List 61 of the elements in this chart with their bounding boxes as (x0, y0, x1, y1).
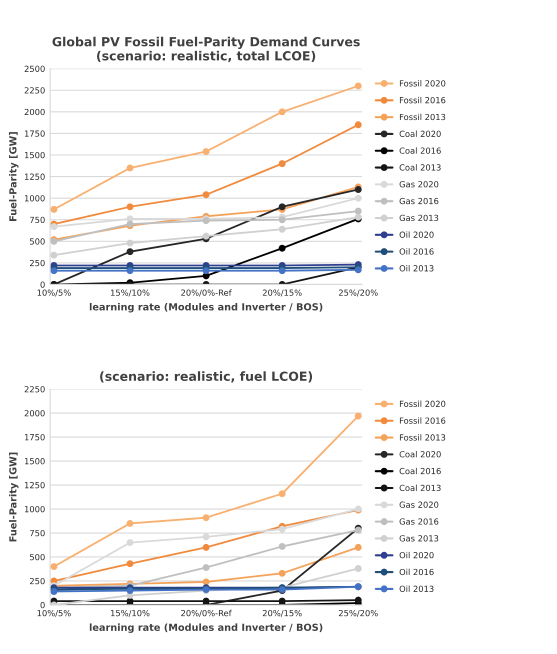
y-tick-label: 0 (40, 602, 45, 608)
legend-label: Gas 2016 (400, 198, 438, 204)
legend-label: Fossil 2013 (400, 114, 446, 120)
y-tick-label: 500 (30, 554, 45, 560)
x-tick-label: 20%/15% (262, 290, 302, 296)
legend-label: Gas 2020 (400, 502, 438, 508)
legend-label: Gas 2013 (400, 535, 438, 542)
legend-label: Fossil 2016 (400, 96, 446, 104)
chart-title: (scenario: realistic, fuel LCOE) (100, 371, 312, 383)
chart-title: Global PV Fossil Fuel-Parity Demand Curves (scenario: realistic, total LCOE) (52, 36, 360, 62)
legend-label: Fossil 2020 (400, 400, 446, 407)
x-tick-label: 10%/5% (38, 610, 71, 617)
x-tick-label: 25%/20% (338, 610, 378, 617)
legend-label: Coal 2016 (400, 147, 441, 154)
y-tick-label: 1750 (24, 434, 45, 440)
x-axis-title: learning rate (Modules and Inverter / BOS) (90, 623, 322, 633)
legend-label: Gas 2020 (400, 181, 438, 188)
y-tick-label: 1250 (24, 174, 45, 180)
x-tick-label: 25%/20% (338, 290, 378, 296)
y-axis-title: Fuel-Parity [GW] (9, 452, 19, 542)
y-tick-label: 2500 (24, 66, 45, 72)
legend-label: Coal 2016 (400, 468, 441, 474)
legend-label: Fossil 2020 (400, 80, 446, 87)
y-tick-label: 1500 (24, 152, 45, 158)
y-tick-label: 250 (30, 260, 45, 266)
x-tick-label: 15%/10% (111, 290, 150, 296)
x-tick-label: 10%/5% (38, 290, 71, 296)
y-tick-label: 1000 (24, 506, 45, 512)
legend-label: Coal 2013 (400, 164, 441, 171)
legend-label: Oil 2013 (400, 585, 434, 592)
y-tick-label: 2250 (24, 386, 45, 392)
x-tick-label: 20%/0%-Ref (181, 289, 232, 296)
x-tick-label: 20%/0%-Ref (181, 610, 232, 617)
y-tick-label: 2250 (24, 87, 45, 94)
y-axis-title: Fuel-Parity [GW] (9, 132, 19, 221)
y-tick-label: 750 (30, 530, 45, 536)
legend-label: Coal 2013 (400, 484, 441, 492)
y-tick-label: 750 (30, 216, 45, 224)
legend-label: Gas 2016 (400, 518, 438, 525)
legend-label: Oil 2020 (400, 552, 434, 558)
legend-label: Oil 2016 (400, 248, 434, 255)
y-tick-label: 1750 (24, 130, 45, 137)
x-tick-label: 15%/10% (111, 610, 150, 617)
legend-label: Oil 2013 (400, 265, 434, 272)
y-tick-label: 1250 (24, 482, 45, 488)
x-axis-title: learning rate (Modules and Inverter / BOS) (90, 302, 322, 312)
y-tick-label: 250 (30, 578, 45, 584)
legend-label: Coal 2020 (400, 450, 441, 458)
x-tick-label: 20%/15% (262, 610, 302, 617)
legend-label: Coal 2020 (400, 130, 441, 137)
y-tick-label: 1000 (24, 195, 45, 202)
y-tick-label: 500 (30, 238, 45, 245)
legend-label: Gas 2013 (400, 214, 438, 222)
y-tick-label: 2000 (24, 410, 45, 416)
legend-label: Oil 2016 (400, 568, 434, 576)
legend-label: Fossil 2016 (400, 417, 446, 424)
y-tick-label: 2000 (24, 108, 45, 116)
y-tick-label: 1500 (24, 458, 45, 464)
y-tick-label: 0 (40, 281, 45, 288)
legend-label: Oil 2020 (400, 231, 434, 238)
legend-label: Fossil 2013 (400, 434, 446, 441)
